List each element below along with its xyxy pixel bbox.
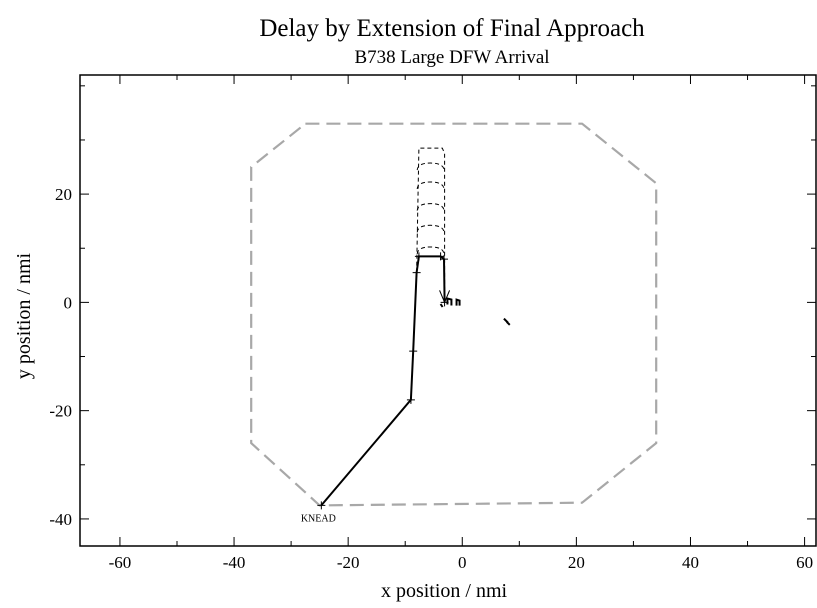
y-tick-label: 20 <box>55 185 72 204</box>
x-tick-label: -40 <box>223 553 246 572</box>
x-tick-label: -20 <box>337 553 360 572</box>
runway-marker <box>439 297 461 308</box>
route-point <box>406 395 415 404</box>
approach-arrow <box>439 290 451 304</box>
y-axis-label: y position / nmi <box>13 252 35 379</box>
x-tick-label: 40 <box>682 553 699 572</box>
chart-subtitle: B738 Large DFW Arrival <box>354 47 549 68</box>
plot-frame <box>79 74 817 547</box>
extension-line <box>416 147 446 303</box>
boundary-line <box>250 122 658 507</box>
extension-loop <box>416 203 445 211</box>
x-tick-label: 60 <box>796 553 813 572</box>
y-tick-label: 0 <box>64 293 73 312</box>
plot-area: -60 -40 -20 0 20 40 60 -40 -20 0 20 KNEAD <box>49 74 817 572</box>
chart-title: Delay by Extension of Final Approach <box>259 15 645 42</box>
annotation-label: KNEAD <box>301 513 336 524</box>
route-point <box>414 252 423 261</box>
route-line <box>320 255 446 507</box>
y-tick-label: -20 <box>49 402 72 421</box>
x-tick-label: 0 <box>458 553 467 572</box>
extension-loop <box>416 246 445 255</box>
extension-loop <box>416 224 445 233</box>
x-axis-label: x position / nmi <box>381 580 508 602</box>
x-tick-label: -60 <box>109 553 132 572</box>
y-tick-label: -40 <box>49 510 72 529</box>
extension-loop <box>416 162 445 171</box>
runway-marker-2 <box>503 317 511 326</box>
route-point <box>409 347 418 356</box>
route-point <box>440 255 449 264</box>
route-point <box>317 501 326 510</box>
x-tick-label: 20 <box>568 553 585 572</box>
extension-loop <box>416 181 445 190</box>
